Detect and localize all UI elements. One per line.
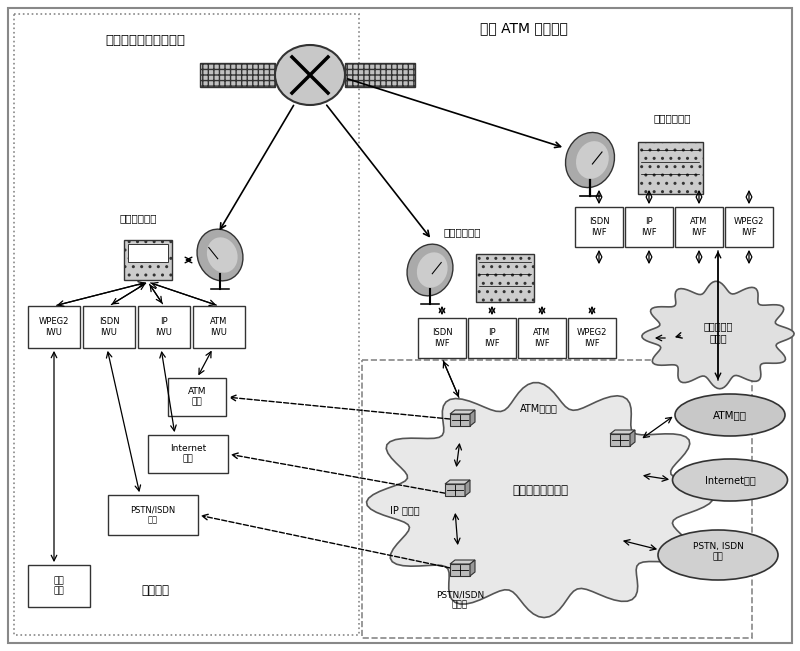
Bar (418, 318, 466, 358)
Ellipse shape (275, 45, 345, 105)
Bar (625, 207, 673, 247)
Ellipse shape (207, 238, 238, 273)
Bar (28, 565, 90, 607)
Text: 网关或中心站: 网关或中心站 (654, 113, 690, 123)
Text: 星上 ATM 交换卫星: 星上 ATM 交换卫星 (480, 21, 568, 35)
Bar (362, 360, 752, 638)
Bar (148, 435, 228, 473)
Bar (28, 306, 80, 348)
Text: ATM
IWF: ATM IWF (534, 328, 550, 348)
Text: Internet
用户: Internet 用户 (170, 444, 206, 464)
Text: WPEG2
IWF: WPEG2 IWF (577, 328, 607, 348)
Text: WPEG2
IWU: WPEG2 IWU (39, 317, 69, 337)
Text: ISDN
IWF: ISDN IWF (432, 328, 452, 348)
Polygon shape (465, 480, 470, 496)
Polygon shape (470, 560, 475, 576)
Bar (128, 244, 168, 262)
Polygon shape (630, 430, 635, 446)
Text: IP
IWF: IP IWF (641, 217, 657, 237)
Bar (675, 207, 723, 247)
Bar (83, 306, 135, 348)
Ellipse shape (417, 253, 448, 288)
Bar (138, 306, 190, 348)
Bar (518, 318, 566, 358)
Bar (725, 207, 773, 247)
Text: 卫星用户终端: 卫星用户终端 (120, 213, 158, 223)
Text: WPEG2
IWF: WPEG2 IWF (734, 217, 764, 237)
Bar (450, 414, 470, 426)
Bar (450, 564, 470, 576)
Ellipse shape (407, 244, 453, 296)
Text: 用户应用: 用户应用 (141, 583, 169, 596)
Text: Internet用户: Internet用户 (705, 475, 755, 485)
Bar (124, 240, 172, 280)
Bar (476, 254, 534, 302)
Bar (575, 207, 623, 247)
Polygon shape (450, 560, 475, 564)
Bar (14, 14, 359, 635)
Text: IP
IWF: IP IWF (484, 328, 500, 348)
Text: PSTN/ISDN
交换机: PSTN/ISDN 交换机 (436, 590, 484, 610)
Text: 宽带多媒体卫星通信网: 宽带多媒体卫星通信网 (105, 33, 185, 46)
Text: 地面信息基础设施: 地面信息基础设施 (512, 484, 568, 497)
Text: ISDN
IWU: ISDN IWU (98, 317, 119, 337)
Text: ATM
IWF: ATM IWF (690, 217, 708, 237)
Bar (168, 378, 226, 416)
Text: PSTN, ISDN
用户: PSTN, ISDN 用户 (693, 542, 743, 562)
Polygon shape (366, 383, 714, 618)
Text: IP 交换机: IP 交换机 (390, 505, 420, 515)
Bar (345, 63, 415, 87)
Polygon shape (642, 281, 794, 389)
Bar (468, 318, 516, 358)
Bar (193, 306, 245, 348)
Text: ISDN
IWF: ISDN IWF (589, 217, 610, 237)
Polygon shape (450, 410, 475, 414)
Bar (638, 142, 703, 194)
Text: ATM用户: ATM用户 (713, 410, 747, 420)
Bar (108, 495, 198, 535)
Polygon shape (445, 480, 470, 484)
Polygon shape (610, 430, 635, 434)
Bar (200, 63, 275, 87)
Text: ATM交换机: ATM交换机 (520, 403, 558, 413)
Bar (568, 318, 616, 358)
Ellipse shape (675, 394, 785, 436)
Text: 音视频业务
提供商: 音视频业务 提供商 (703, 321, 733, 343)
Text: 网关或中心站: 网关或中心站 (443, 227, 481, 237)
Ellipse shape (566, 132, 614, 187)
Polygon shape (470, 410, 475, 426)
Text: 视频
用户: 视频 用户 (54, 576, 64, 596)
Ellipse shape (576, 141, 609, 179)
Text: ATM
IWU: ATM IWU (210, 317, 228, 337)
Bar (610, 434, 630, 446)
Text: ATM
用户: ATM 用户 (188, 387, 206, 407)
Text: IP
IWU: IP IWU (155, 317, 173, 337)
Ellipse shape (197, 229, 243, 281)
Ellipse shape (658, 530, 778, 580)
Bar (445, 484, 465, 496)
Ellipse shape (673, 459, 787, 501)
Text: PSTN/ISDN
用户: PSTN/ISDN 用户 (130, 505, 176, 525)
